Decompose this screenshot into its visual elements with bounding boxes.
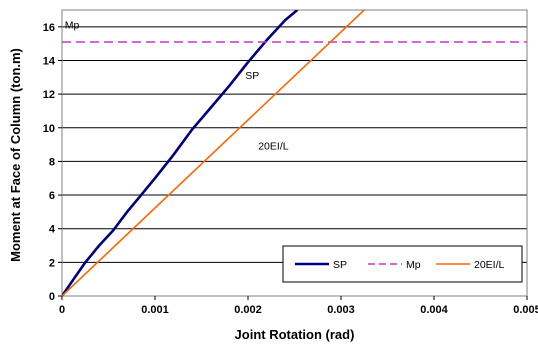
- legend-label: SP: [333, 259, 347, 271]
- legend-label: 20EI/L: [474, 259, 505, 271]
- y-tick-label: 8: [49, 156, 55, 168]
- annotation-label: Mp: [65, 20, 80, 32]
- annotation-label: SP: [245, 70, 259, 82]
- y-tick-label: 10: [43, 123, 55, 135]
- y-tick-label: 16: [43, 22, 55, 34]
- legend: SP Mp 20EI/L: [282, 245, 523, 283]
- annotations: Mp SP 20EI/L: [65, 20, 289, 153]
- annotation-label: 20EI/L: [258, 141, 289, 153]
- y-tick-label: 14: [43, 55, 56, 67]
- y-tick-label: 2: [49, 257, 55, 269]
- x-tick-labels: 0 0.001 0.002 0.003 0.004 0.005: [59, 296, 538, 316]
- y-axis-title: Moment at Face of Column (ton.m): [8, 48, 23, 262]
- y-tick-label: 4: [49, 224, 56, 236]
- x-tick-label: 0.005: [513, 304, 538, 316]
- y-tick-label: 0: [49, 291, 55, 303]
- x-tick-label: 0.002: [234, 304, 262, 316]
- y-tick-label: 12: [43, 89, 55, 101]
- x-tick-label: 0.003: [327, 304, 355, 316]
- y-tick-labels: 0 2 4 6 8 10 12 14 16: [43, 22, 62, 303]
- series-layer: [62, 10, 527, 296]
- series-line-2: [62, 10, 365, 296]
- x-axis-title: Joint Rotation (rad): [235, 327, 355, 342]
- y-tick-label: 6: [49, 190, 55, 202]
- x-tick-label: 0: [59, 304, 65, 316]
- x-tick-label: 0.004: [420, 304, 448, 316]
- gridlines: [62, 26, 527, 263]
- x-tick-label: 0.001: [141, 304, 169, 316]
- legend-label: Mp: [406, 259, 421, 271]
- series-line-0: [62, 10, 299, 296]
- plot-area: [61, 9, 528, 297]
